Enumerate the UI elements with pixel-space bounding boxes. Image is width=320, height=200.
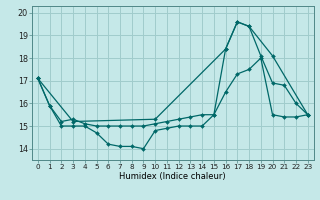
- X-axis label: Humidex (Indice chaleur): Humidex (Indice chaleur): [119, 172, 226, 181]
